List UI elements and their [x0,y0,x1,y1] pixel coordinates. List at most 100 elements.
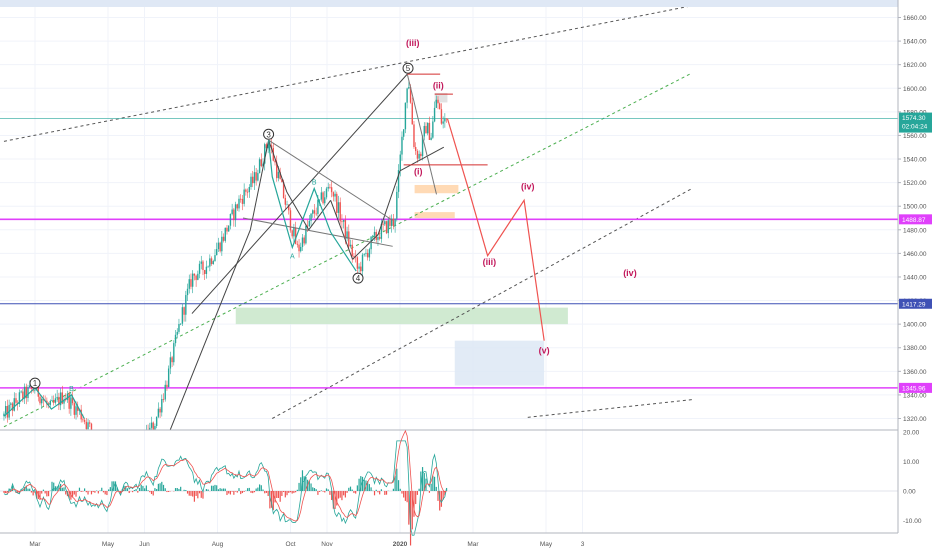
time-tick-label: Nov [321,541,333,548]
candle-body [84,420,85,422]
candle-body [27,387,28,398]
osc-bar [223,488,224,491]
candle-body [317,200,318,214]
price-tick-label: 1480.00 [903,227,927,234]
candle-body [22,392,23,399]
candle-body [291,230,292,236]
osc-bar [192,491,193,497]
osc-bar [266,491,267,493]
osc-bar [46,491,47,496]
osc-bar [355,491,356,494]
candle-body [53,400,54,403]
candle-body [259,159,260,173]
osc-bar [319,491,320,492]
candle-body [240,199,241,200]
osc-bar [233,491,234,495]
candle-body [242,199,243,204]
osc-bar [161,482,162,491]
candle-body [214,255,215,261]
candle-body [312,210,313,214]
candle-body [386,221,387,233]
osc-bar [232,491,233,492]
osc-bar [235,491,236,492]
osc-bar [196,491,197,496]
osc-bar [166,491,167,492]
osc-bar [249,488,250,491]
candle-body [201,262,202,264]
level-badge-label: 1345.96 [902,385,926,392]
candle-body [352,245,353,256]
candle-body [192,274,193,287]
candle-body [190,279,191,287]
osc-bar [211,486,212,491]
osc-bar [429,491,430,493]
osc-bar [48,491,49,496]
candle-body [182,307,183,323]
candle-body [173,343,174,362]
price-tick-label: 1640.00 [903,39,927,46]
candle-body [216,249,217,255]
candle-body [406,88,407,102]
osc-bar [252,491,253,493]
osc-bar [197,491,198,498]
osc-bar [257,488,258,491]
osc-bar [242,491,243,493]
osc-bar [348,488,349,491]
price-tick-label: 1520.00 [903,180,927,187]
candle-body [243,190,244,204]
osc-bar [370,487,371,491]
candle-body [379,237,380,239]
osc-bar [187,491,188,494]
osc-bar [190,491,191,496]
osc-bar [55,486,56,491]
osc-bar [163,485,164,491]
candle-body [226,228,227,232]
candle-body [331,187,332,192]
candle-body [194,274,195,276]
candle-body [394,219,395,226]
osc-bar [230,491,231,494]
price-tick-label: 1360.00 [903,369,927,376]
candle-body [333,192,334,196]
osc-bar [384,491,385,495]
time-tick-label: May [102,541,115,548]
candle-body [348,231,349,246]
osc-bar [244,491,245,492]
time-tick-label: May [540,541,553,548]
osc-bar [357,485,358,491]
osc-bar [343,491,344,495]
candle-body [50,401,51,405]
osc-bar [340,491,341,498]
candle-body [442,121,443,123]
candle-body [396,192,397,219]
osc-bar [341,491,342,500]
osc-bar [103,491,104,492]
osc-bar [153,491,154,495]
candle-body [321,192,322,199]
osc-bar [262,490,263,491]
candle-body [254,172,255,183]
candle-body [213,261,214,264]
price-tick-label: 1560.00 [903,133,927,140]
candle-body [389,220,390,226]
price-tick-label: 1440.00 [903,274,927,281]
osc-bar [386,491,387,495]
candle-body [218,243,219,249]
candle-body [175,335,176,343]
osc-bar [72,491,73,497]
wave-label: (i) [414,166,423,176]
osc-bar [81,491,82,492]
wave-label: 1 [33,379,38,388]
candle-body [87,422,88,429]
candle-body [221,237,222,252]
osc-bar [206,489,207,491]
osc-bar [165,488,166,491]
candle-body [374,232,375,236]
osc-bar [225,489,226,491]
candle-body [432,121,433,137]
candle-body [343,220,344,222]
candle-body [305,226,306,244]
